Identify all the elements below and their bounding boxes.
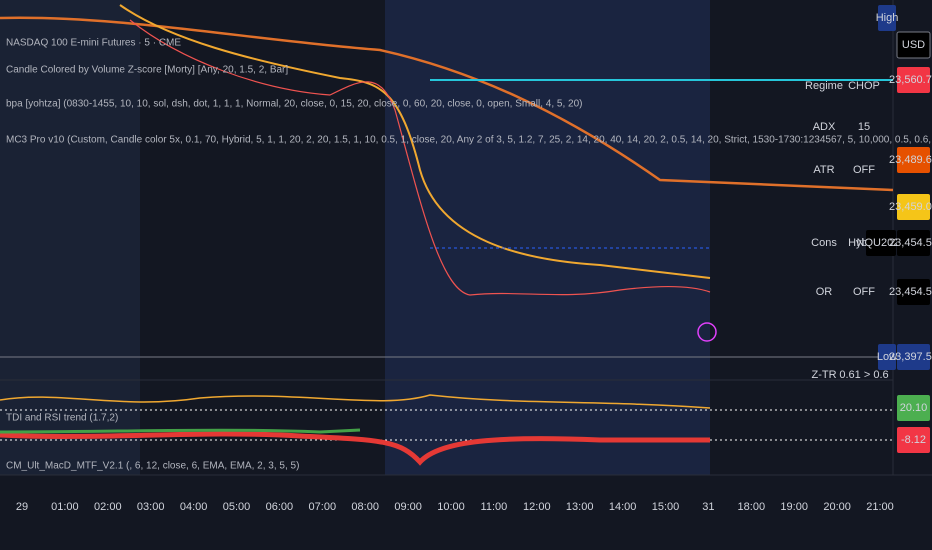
price-label: 23,560.75 — [889, 74, 932, 86]
indicator-label: MC3 Pro v10 (Custom, Candle color 5x, 0.… — [6, 135, 932, 146]
table-label: ADX — [813, 121, 836, 133]
price-label: 23,397.50 — [889, 351, 932, 363]
session-band — [385, 0, 710, 475]
price-label-box — [878, 344, 896, 370]
session-band — [0, 0, 140, 475]
table-value: CHOP — [848, 80, 880, 92]
table-label: OR — [816, 286, 833, 298]
price-label-box — [897, 344, 930, 370]
table-label: Regime — [805, 80, 843, 92]
time-axis-area — [0, 475, 932, 550]
time-tick-label: 06:00 — [266, 501, 294, 513]
time-tick-label: 09:00 — [394, 501, 422, 513]
time-tick-label: 08:00 — [351, 501, 379, 513]
table-value: OFF — [853, 286, 875, 298]
indicator-label: TDI and RSI trend (1.7,2) — [6, 413, 118, 424]
price-label: Low — [877, 351, 897, 363]
price-label: 23,454.50 — [889, 237, 932, 249]
price-label-box — [897, 279, 930, 305]
macd-line — [0, 431, 710, 466]
time-tick-label: 31 — [702, 501, 714, 513]
time-tick-label: 20:00 — [823, 501, 851, 513]
time-tick-label: 07:00 — [309, 501, 337, 513]
price-label-box — [878, 5, 896, 31]
price-line — [129, 19, 711, 296]
indicator-label: bpa [yohtza] (0830-1455, 10, 10, sol, ds… — [6, 99, 582, 110]
price-label: USD — [902, 39, 925, 51]
time-tick-label: 13:00 — [566, 501, 594, 513]
oscillator-line — [0, 394, 711, 409]
price-label: NQU2025 — [857, 237, 906, 249]
ma-line — [0, 16, 893, 192]
time-tick-label: 29 — [16, 501, 28, 513]
time-tick-label: 15:00 — [652, 501, 680, 513]
price-label-box — [897, 67, 930, 93]
time-tick-label: 02:00 — [94, 501, 122, 513]
table-label: Cons — [811, 237, 837, 249]
table-value: 0.61 > 0.6 — [839, 369, 888, 381]
price-lines — [0, 4, 893, 466]
indicator-label: CM_Ult_MacD_MTF_V2.1 (, 6, 12, close, 6,… — [6, 461, 299, 472]
time-tick-label: 04:00 — [180, 501, 208, 513]
time-tick-label: 19:00 — [780, 501, 808, 513]
price-label: 20.10 — [900, 402, 928, 414]
price-label: High — [876, 12, 899, 24]
time-tick-label: 03:00 — [137, 501, 165, 513]
time-tick-label: 21:00 — [866, 501, 894, 513]
price-label-box — [897, 194, 930, 220]
macd-line — [0, 428, 361, 434]
price-label-box — [896, 31, 931, 59]
price-label-box — [897, 230, 930, 256]
table-label: Z-TR — [811, 369, 836, 381]
price-label: -8.12 — [901, 434, 926, 446]
time-tick-label: 11:00 — [481, 501, 508, 513]
event-icon — [697, 322, 717, 342]
price-label: 23,489.66 — [889, 154, 932, 166]
table-value: 15 — [858, 121, 870, 133]
price-label-box — [897, 395, 930, 421]
price-label-box — [866, 230, 896, 256]
time-tick-label: 18:00 — [738, 501, 766, 513]
time-tick-label: 05:00 — [223, 501, 251, 513]
price-label: 23,459.08 — [889, 201, 932, 213]
symbol-title: NASDAQ 100 E-mini Futures · 5 · CME — [6, 38, 181, 49]
time-tick-label: 12:00 — [523, 501, 551, 513]
time-tick-label: 14:00 — [609, 501, 637, 513]
table-label: ATR — [813, 164, 834, 176]
price-label-box — [897, 147, 930, 173]
price-label-box — [897, 427, 930, 453]
indicator-label: Candle Colored by Volume Z-score [Morty]… — [6, 65, 288, 76]
table-value: OFF — [853, 164, 875, 176]
time-tick-label: 10:00 — [437, 501, 465, 513]
time-tick-label: 01:00 — [51, 501, 79, 513]
price-label: 23,454.50 — [889, 286, 932, 298]
